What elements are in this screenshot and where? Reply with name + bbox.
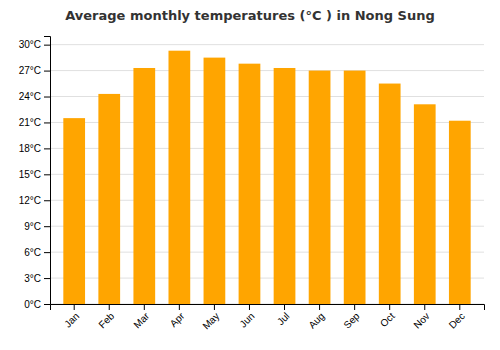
x-tick-label: Jan: [62, 310, 81, 329]
x-tick-label: May: [200, 310, 221, 331]
y-tick-mark: [44, 252, 50, 253]
y-tick: 3°C: [24, 273, 50, 284]
bar: [379, 84, 401, 304]
x-tick-mark: [74, 304, 75, 310]
x-tick: Jun: [237, 304, 256, 330]
y-tick: 15°C: [19, 169, 50, 180]
x-tick: Feb: [96, 304, 116, 330]
grid-line: [50, 70, 484, 71]
x-tick-mark: [319, 304, 320, 310]
y-tick: 27°C: [19, 65, 50, 76]
chart: Average monthly temperatures (°C ) in No…: [0, 0, 500, 350]
y-tick-mark: [44, 226, 50, 227]
x-tick-label: Aug: [306, 310, 326, 330]
y-tick-mark: [44, 45, 50, 46]
y-tick-label: 9°C: [24, 221, 41, 232]
x-tick-mark: [354, 304, 355, 310]
x-axis-line: [51, 305, 485, 311]
y-tick-label: 24°C: [19, 91, 41, 102]
y-tick-label: 0°C: [24, 299, 41, 310]
bar: [133, 68, 155, 304]
x-tick: Aug: [306, 304, 326, 331]
bar: [414, 104, 436, 304]
bar: [63, 118, 85, 304]
x-tick-label: Mar: [131, 310, 151, 330]
y-tick-label: 21°C: [19, 117, 41, 128]
y-tick-mark: [44, 71, 50, 72]
y-tick-label: 6°C: [24, 247, 41, 258]
y-tick-mark: [44, 278, 50, 279]
x-tick-mark: [179, 304, 180, 310]
x-tick-mark: [249, 304, 250, 310]
y-tick: 21°C: [19, 117, 50, 128]
x-tick: Jul: [275, 304, 292, 327]
y-tick: 6°C: [24, 247, 50, 258]
y-tick-label: 3°C: [24, 273, 41, 284]
x-tick-label: Feb: [96, 310, 116, 330]
y-tick-label: 12°C: [19, 195, 41, 206]
x-tick-label: Jun: [237, 310, 256, 329]
y-axis: 0°C 3°C 6°C 9°C 12°C 15°C 18°C 21°C 24°C 27°C 30°C: [19, 37, 51, 310]
y-tick-label: 18°C: [19, 143, 41, 154]
x-tick-label: Dec: [447, 310, 467, 330]
x-tick: May: [200, 304, 221, 332]
x-tick: Dec: [447, 304, 467, 331]
grid: [50, 45, 484, 304]
x-tick: Nov: [411, 304, 431, 331]
bar: [204, 58, 226, 304]
x-tick-label: Sep: [341, 310, 362, 331]
x-tick: Oct: [378, 304, 397, 329]
bar: [449, 121, 471, 304]
x-tick: Mar: [131, 304, 151, 330]
y-tick-mark: [44, 122, 50, 123]
y-tick-mark: [44, 148, 50, 149]
y-tick-label: 27°C: [19, 65, 41, 76]
x-axis: Jan Feb Mar Apr May Jun Jul Aug Sep Oct Nov Dec: [51, 304, 485, 332]
bar: [98, 94, 120, 304]
y-tick: 18°C: [19, 143, 50, 154]
x-tick-mark: [459, 304, 460, 310]
bar: [168, 51, 190, 304]
y-tick: 9°C: [24, 221, 50, 232]
y-tick-mark: [44, 304, 50, 305]
bar: [239, 64, 261, 304]
bar: [309, 71, 331, 304]
x-tick-mark: [214, 304, 215, 310]
x-tick-label: Jul: [275, 310, 292, 327]
plot: Jan Feb Mar Apr May Jun Jul Aug Sep Oct Nov Dec 0°C 3…: [19, 37, 485, 332]
x-tick-label: Oct: [378, 310, 397, 329]
x-tick-label: Apr: [168, 310, 187, 329]
y-tick: 30°C: [19, 39, 50, 50]
x-tick: Apr: [168, 304, 187, 329]
x-tick-mark: [284, 304, 285, 310]
y-axis-line: [44, 37, 51, 305]
bars: [63, 51, 470, 304]
bar: [274, 68, 296, 304]
grid-line: [50, 44, 484, 45]
y-tick-mark: [44, 174, 50, 175]
x-tick: Jan: [62, 304, 81, 330]
y-tick-mark: [44, 200, 50, 201]
y-tick: 12°C: [19, 195, 50, 206]
x-tick-mark: [389, 304, 390, 310]
x-tick-mark: [109, 304, 110, 310]
title: Average monthly temperatures (°C ) in No…: [65, 8, 435, 23]
y-tick-mark: [44, 97, 50, 98]
y-tick-label: 30°C: [19, 39, 41, 50]
y-tick: 0°C: [24, 299, 50, 310]
x-tick-mark: [144, 304, 145, 310]
x-tick-mark: [424, 304, 425, 310]
y-tick-label: 15°C: [19, 169, 41, 180]
bar: [344, 71, 366, 304]
x-tick-label: Nov: [411, 310, 431, 330]
y-tick: 24°C: [19, 91, 50, 102]
x-tick: Sep: [341, 304, 362, 331]
